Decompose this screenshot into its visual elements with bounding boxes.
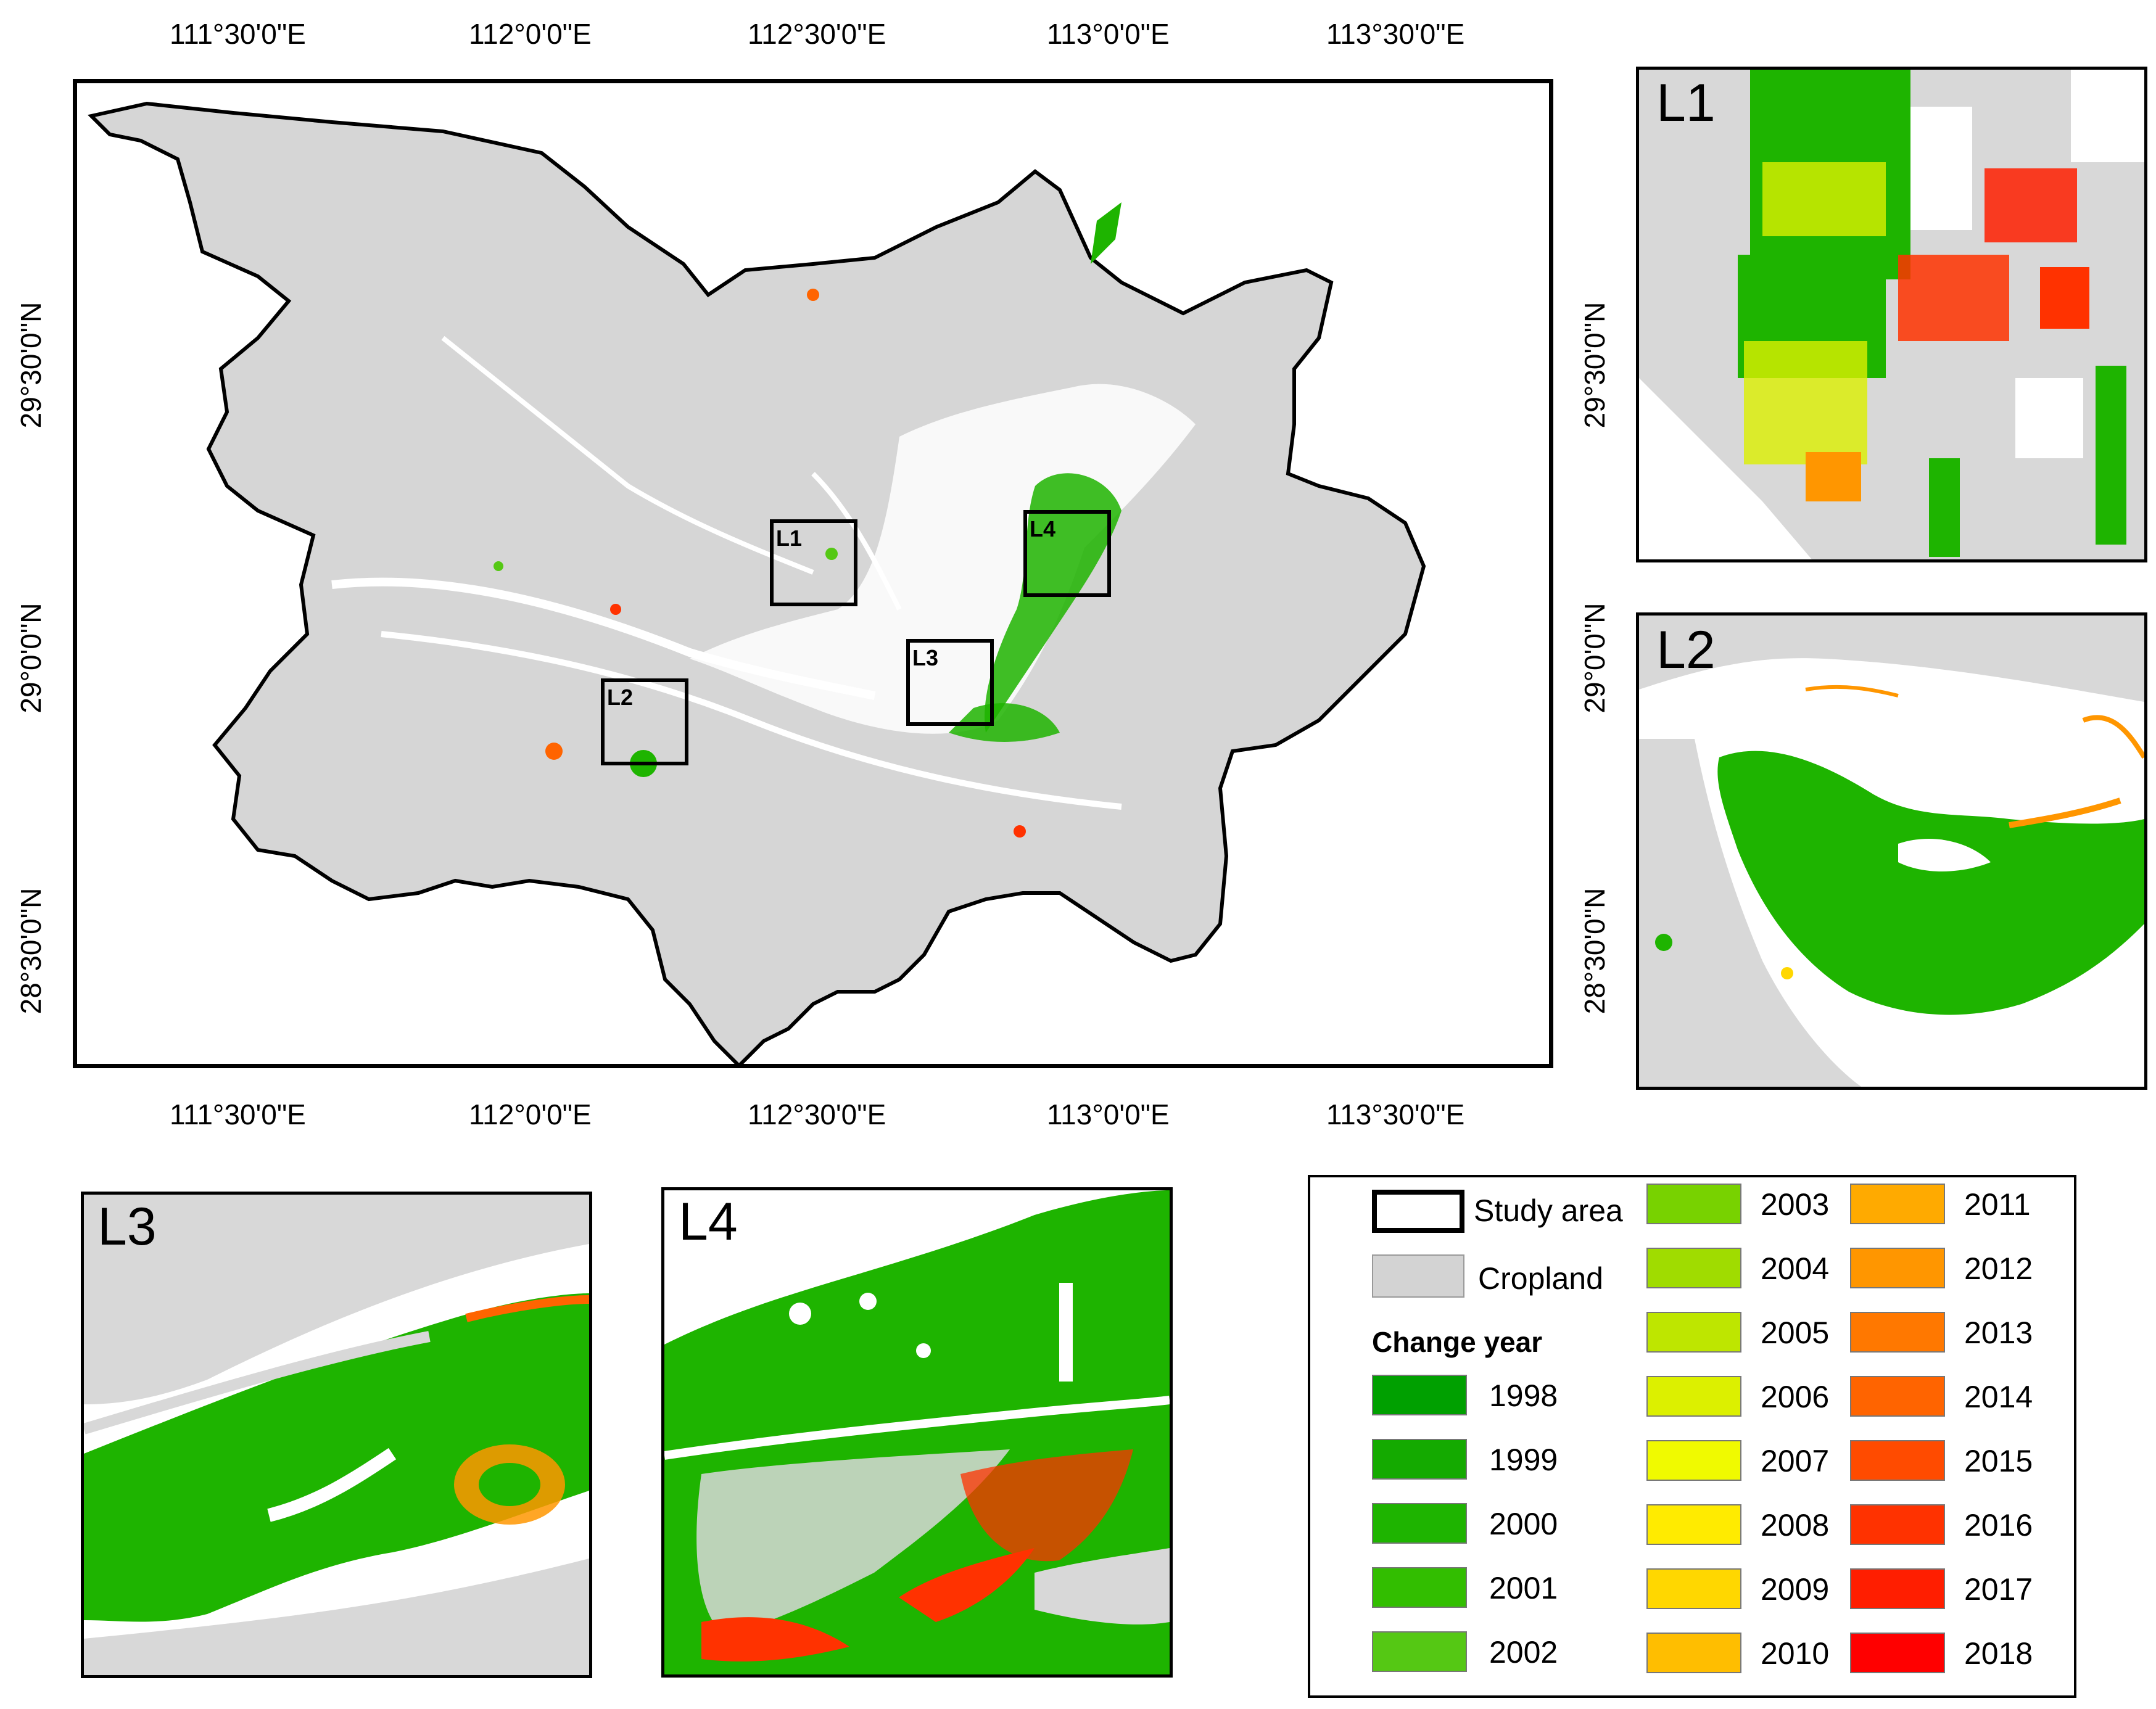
inset-l3-label: L3: [97, 1197, 157, 1256]
main-map: L1 L2 L3 L4: [73, 79, 1553, 1068]
l3-box-label: L3: [912, 645, 938, 670]
legend-label-2006: 2006: [1761, 1380, 1830, 1414]
legend-swatch-2009: [1646, 1568, 1741, 1609]
inset-l2-label: L2: [1656, 620, 1716, 680]
legend-label-2004: 2004: [1761, 1251, 1830, 1286]
lat-tick-label: 29°0'0"N: [15, 603, 47, 714]
inset-l3: [81, 1192, 592, 1678]
legend-label-2001: 2001: [1489, 1571, 1558, 1605]
change-patch: [610, 604, 621, 615]
legend-cropland-swatch: [1372, 1254, 1464, 1298]
legend-swatch-2018: [1850, 1633, 1945, 1673]
change-patch: [949, 703, 1060, 742]
l1-box-label: L1: [776, 525, 802, 551]
lon-tick-label: 112°30'0"E: [748, 18, 886, 50]
legend-swatch-2014: [1850, 1376, 1945, 1417]
legend-label-2000: 2000: [1489, 1507, 1558, 1541]
l1-box: [770, 519, 857, 606]
change-patch: [1014, 825, 1026, 838]
legend-swatch-1998: [1372, 1375, 1467, 1415]
l4-box: [1023, 510, 1111, 597]
lon-tick-label: 113°30'0"E: [1326, 1098, 1465, 1130]
l3-box: [906, 639, 994, 726]
legend-swatch-2004: [1646, 1248, 1741, 1288]
change-patch: [494, 561, 503, 571]
inset-l4: [661, 1187, 1173, 1678]
legend-label-2015: 2015: [1964, 1444, 2033, 1478]
legend-label-2014: 2014: [1964, 1380, 2033, 1414]
legend-label-1998: 1998: [1489, 1378, 1558, 1413]
inset-l4-label: L4: [679, 1192, 738, 1251]
lon-tick-label: 113°0'0"E: [1047, 1098, 1170, 1130]
inset-l1: [1636, 67, 2147, 562]
legend-swatch-2011: [1850, 1184, 1945, 1224]
lat-tick-label: 28°30'0"N: [1579, 887, 1611, 1015]
lon-tick-label: 113°0'0"E: [1047, 18, 1170, 50]
l2-box: [601, 678, 688, 765]
legend-swatch-2012: [1850, 1248, 1945, 1288]
change-patch: [545, 743, 563, 760]
lake-area: [690, 384, 1196, 734]
lat-tick-label: 29°30'0"N: [1579, 302, 1611, 429]
change-patch: [1091, 202, 1121, 264]
legend-label-2016: 2016: [1964, 1508, 2033, 1542]
river-line: [441, 336, 814, 575]
legend-label-2017: 2017: [1964, 1572, 2033, 1607]
legend-change-year-title: Change year: [1372, 1326, 1543, 1358]
lon-tick-label: 111°30'0"E: [170, 1098, 306, 1130]
legend-swatch-2003: [1646, 1184, 1741, 1224]
legend-study-area-swatch: [1372, 1190, 1464, 1233]
legend-label-2012: 2012: [1964, 1251, 2033, 1286]
change-patch: [985, 473, 1121, 733]
legend-swatch-2000: [1372, 1503, 1467, 1544]
legend-swatch-2005: [1646, 1312, 1741, 1353]
legend-label-2011: 2011: [1964, 1187, 2031, 1222]
legend-swatch-2001: [1372, 1567, 1467, 1608]
l4-box-label: L4: [1030, 516, 1055, 542]
legend-swatch-2016: [1850, 1504, 1945, 1545]
change-patch: [825, 548, 838, 560]
river-line: [331, 577, 876, 700]
legend-swatch-2010: [1646, 1633, 1741, 1673]
lon-tick-label: 111°30'0"E: [170, 18, 306, 50]
study-area-polygon: [88, 101, 1426, 1068]
legend-swatch-2002: [1372, 1631, 1467, 1672]
change-patch: [807, 289, 819, 301]
lat-tick-label: 29°30'0"N: [15, 302, 47, 429]
legend-study-area-label: Study area: [1474, 1193, 1623, 1228]
legend-label-2005: 2005: [1761, 1316, 1830, 1350]
lon-tick-label: 112°0'0"E: [469, 1098, 592, 1130]
lat-tick-label: 29°0'0"N: [1579, 603, 1611, 714]
legend-swatch-2006: [1646, 1376, 1741, 1417]
legend-swatch-2007: [1646, 1440, 1741, 1481]
lat-tick-label: 28°30'0"N: [15, 887, 47, 1015]
legend-label-2007: 2007: [1761, 1444, 1830, 1478]
lon-tick-label: 112°0'0"E: [469, 18, 592, 50]
legend: Study area Cropland Change year 1998 1999…: [1308, 1175, 2076, 1698]
river-line: [811, 472, 902, 611]
inset-l1-label: L1: [1656, 73, 1716, 133]
legend-label-1999: 1999: [1489, 1443, 1558, 1477]
river-line: [381, 631, 1122, 810]
legend-cropland-label: Cropland: [1478, 1261, 1603, 1296]
lon-tick-label: 113°30'0"E: [1326, 18, 1465, 50]
legend-label-2018: 2018: [1964, 1636, 2033, 1671]
legend-label-2002: 2002: [1489, 1635, 1558, 1670]
legend-swatch-2013: [1850, 1312, 1945, 1353]
legend-swatch-1999: [1372, 1439, 1467, 1480]
legend-swatch-2015: [1850, 1440, 1945, 1481]
l2-box-label: L2: [607, 685, 633, 710]
legend-label-2010: 2010: [1761, 1636, 1830, 1671]
legend-label-2003: 2003: [1761, 1187, 1830, 1222]
inset-l2: [1636, 612, 2147, 1090]
legend-label-2008: 2008: [1761, 1508, 1830, 1542]
legend-swatch-2008: [1646, 1504, 1741, 1545]
legend-label-2009: 2009: [1761, 1572, 1830, 1607]
legend-label-2013: 2013: [1964, 1316, 2033, 1350]
lon-tick-label: 112°30'0"E: [748, 1098, 886, 1130]
legend-swatch-2017: [1850, 1568, 1945, 1609]
